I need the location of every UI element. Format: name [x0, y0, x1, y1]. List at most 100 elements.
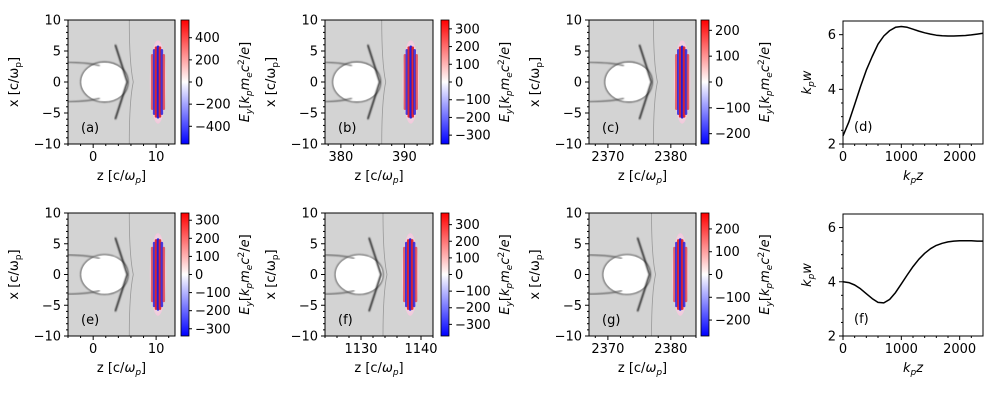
pulse-stripe: [686, 54, 690, 110]
sheath-line: [325, 290, 355, 295]
colorbar-tick-label: 0: [715, 268, 723, 283]
y-tick-label: −10: [34, 330, 61, 345]
x-tick-label: 0: [839, 150, 847, 165]
colorbar-label: Ey[kpmec2/e]: [497, 234, 515, 314]
colorbar-label: Ey[kpmec2/e]: [757, 42, 775, 122]
y-tick-label: 2: [828, 138, 836, 153]
y-tick-label: 10: [565, 14, 582, 29]
panel-label: (e): [81, 313, 99, 328]
pulse-stripe: [162, 246, 166, 303]
xlabel: z [c/ωp]: [97, 361, 146, 378]
y-tick-label: −5: [42, 299, 61, 314]
x-tick-label: 10: [148, 342, 165, 357]
shock-line: [651, 213, 656, 336]
y-tick-label: 0: [53, 268, 61, 283]
x-tick-label: 10: [148, 150, 165, 165]
shock-line: [128, 213, 134, 336]
ylabel: x [c/ωp]: [264, 249, 281, 299]
colorbar-label: Ey[kpmec2/e]: [497, 42, 515, 122]
colorbar-tick-label: −100: [455, 93, 491, 108]
bubble-core: [605, 62, 652, 102]
x-tick-label: 390: [392, 150, 417, 165]
x-tick-label: 1130: [344, 342, 377, 357]
colorbar-tick-label: −100: [715, 101, 751, 116]
colorbar-tick-label: −100: [455, 285, 491, 300]
x-tick-label: 2370: [591, 150, 624, 165]
colorbar-tick-label: 100: [455, 58, 480, 73]
y-tick-label: −10: [291, 330, 318, 345]
y-tick-label: 10: [44, 207, 61, 222]
sheath-line: [589, 254, 623, 259]
colorbar-tick-label: 200: [455, 40, 480, 55]
sheath-line: [325, 254, 355, 259]
panel-g-heatmap: 2370 2380 −10 −5 0 5 10 z [c/ωp] x [c/ωp] (g) −200…: [528, 207, 775, 379]
colorbar: [180, 212, 190, 337]
sheath-line: [68, 61, 100, 67]
x-tick-label: 1140: [404, 342, 437, 357]
pulse-stripe: [162, 54, 166, 110]
bubble-core: [603, 255, 650, 294]
ylabel: x [c/ωp]: [528, 57, 545, 107]
colorbar: [180, 19, 190, 145]
colorbar-tick-label: 100: [455, 251, 480, 266]
panel-label: (a): [81, 121, 99, 136]
panel-label: (g): [602, 313, 620, 328]
sheath-line: [589, 97, 625, 103]
x-tick-label: 1000: [885, 342, 918, 357]
bubble-front: [368, 237, 382, 312]
colorbar: [440, 19, 450, 145]
plot-area: [325, 20, 433, 144]
axes-frame: [842, 213, 984, 337]
panel-b-heatmap: 380 390 −10 −5 0 5 10 z [c/ωp] x [c/ωp] (b) −300 −2…: [264, 14, 515, 187]
colorbar-tick-label: 200: [715, 24, 740, 39]
shock-line: [128, 20, 134, 144]
sheath-line: [325, 97, 353, 103]
colorbar-tick-label: −200: [195, 304, 231, 319]
y-tick-label: 4: [828, 83, 836, 98]
panel-label: (f): [338, 313, 353, 328]
colorbar-tick-label: −400: [195, 120, 231, 135]
colorbar-tick-label: −100: [195, 286, 231, 301]
colorbar-tick-label: −100: [715, 291, 751, 306]
colorbar-tick-label: −300: [455, 129, 491, 144]
x-tick-label: 2000: [943, 150, 976, 165]
panel-label: (f): [854, 312, 869, 327]
colorbar-tick-label: 300: [195, 214, 220, 229]
ylabel: x [c/ωp]: [7, 57, 24, 107]
panel-c-heatmap: 2370 2380 −10 −5 0 5 10 z [c/ωp] x [c/ωp] (c) −200…: [528, 14, 775, 187]
colorbar-label: Ey[kpmec2/e]: [757, 234, 775, 314]
colorbar-tick-label: 300: [455, 218, 480, 233]
colorbar-tick-label: 200: [455, 235, 480, 250]
y-tick-label: −5: [299, 299, 318, 314]
bubble-core: [81, 62, 128, 102]
x-tick-label: 0: [89, 342, 97, 357]
axes-frame: [842, 20, 984, 145]
ylabel: x [c/ωp]: [7, 249, 24, 299]
shock-line: [381, 20, 387, 144]
bubble-front: [636, 237, 651, 312]
y-tick-label: −5: [299, 107, 318, 122]
panel-d-line: 0 1000 2000 2 4 6 kpz kpw (d): [800, 20, 984, 186]
colorbar-tick-label: 200: [195, 53, 220, 68]
colorbar: [700, 19, 710, 145]
colorbar-tick-label: −200: [715, 127, 751, 142]
bubble-front: [114, 44, 129, 120]
y-tick-label: 5: [53, 45, 61, 60]
shock-line: [653, 20, 658, 144]
y-tick-label: 0: [310, 76, 318, 91]
x-tick-label: 2370: [591, 342, 624, 357]
panel-f-heatmap: 1130 1140 −10 −5 0 5 10 z [c/ωp] x [c/ωp] (f) −300…: [264, 207, 515, 379]
y-tick-label: 10: [301, 207, 318, 222]
xlabel: z [c/ωp]: [618, 361, 667, 378]
y-tick-label: 5: [310, 45, 318, 60]
sheath-line: [68, 254, 100, 259]
plot-area: [325, 213, 433, 336]
colorbar-tick-label: 0: [455, 76, 463, 91]
y-tick-label: 6: [828, 28, 836, 43]
colorbar-tick-label: 200: [715, 222, 740, 237]
colorbar-tick-label: −200: [455, 301, 491, 316]
colorbar-label: Ey[kpmec2/e]: [237, 234, 255, 314]
y-tick-label: 0: [310, 268, 318, 283]
y-tick-label: 5: [310, 237, 318, 252]
